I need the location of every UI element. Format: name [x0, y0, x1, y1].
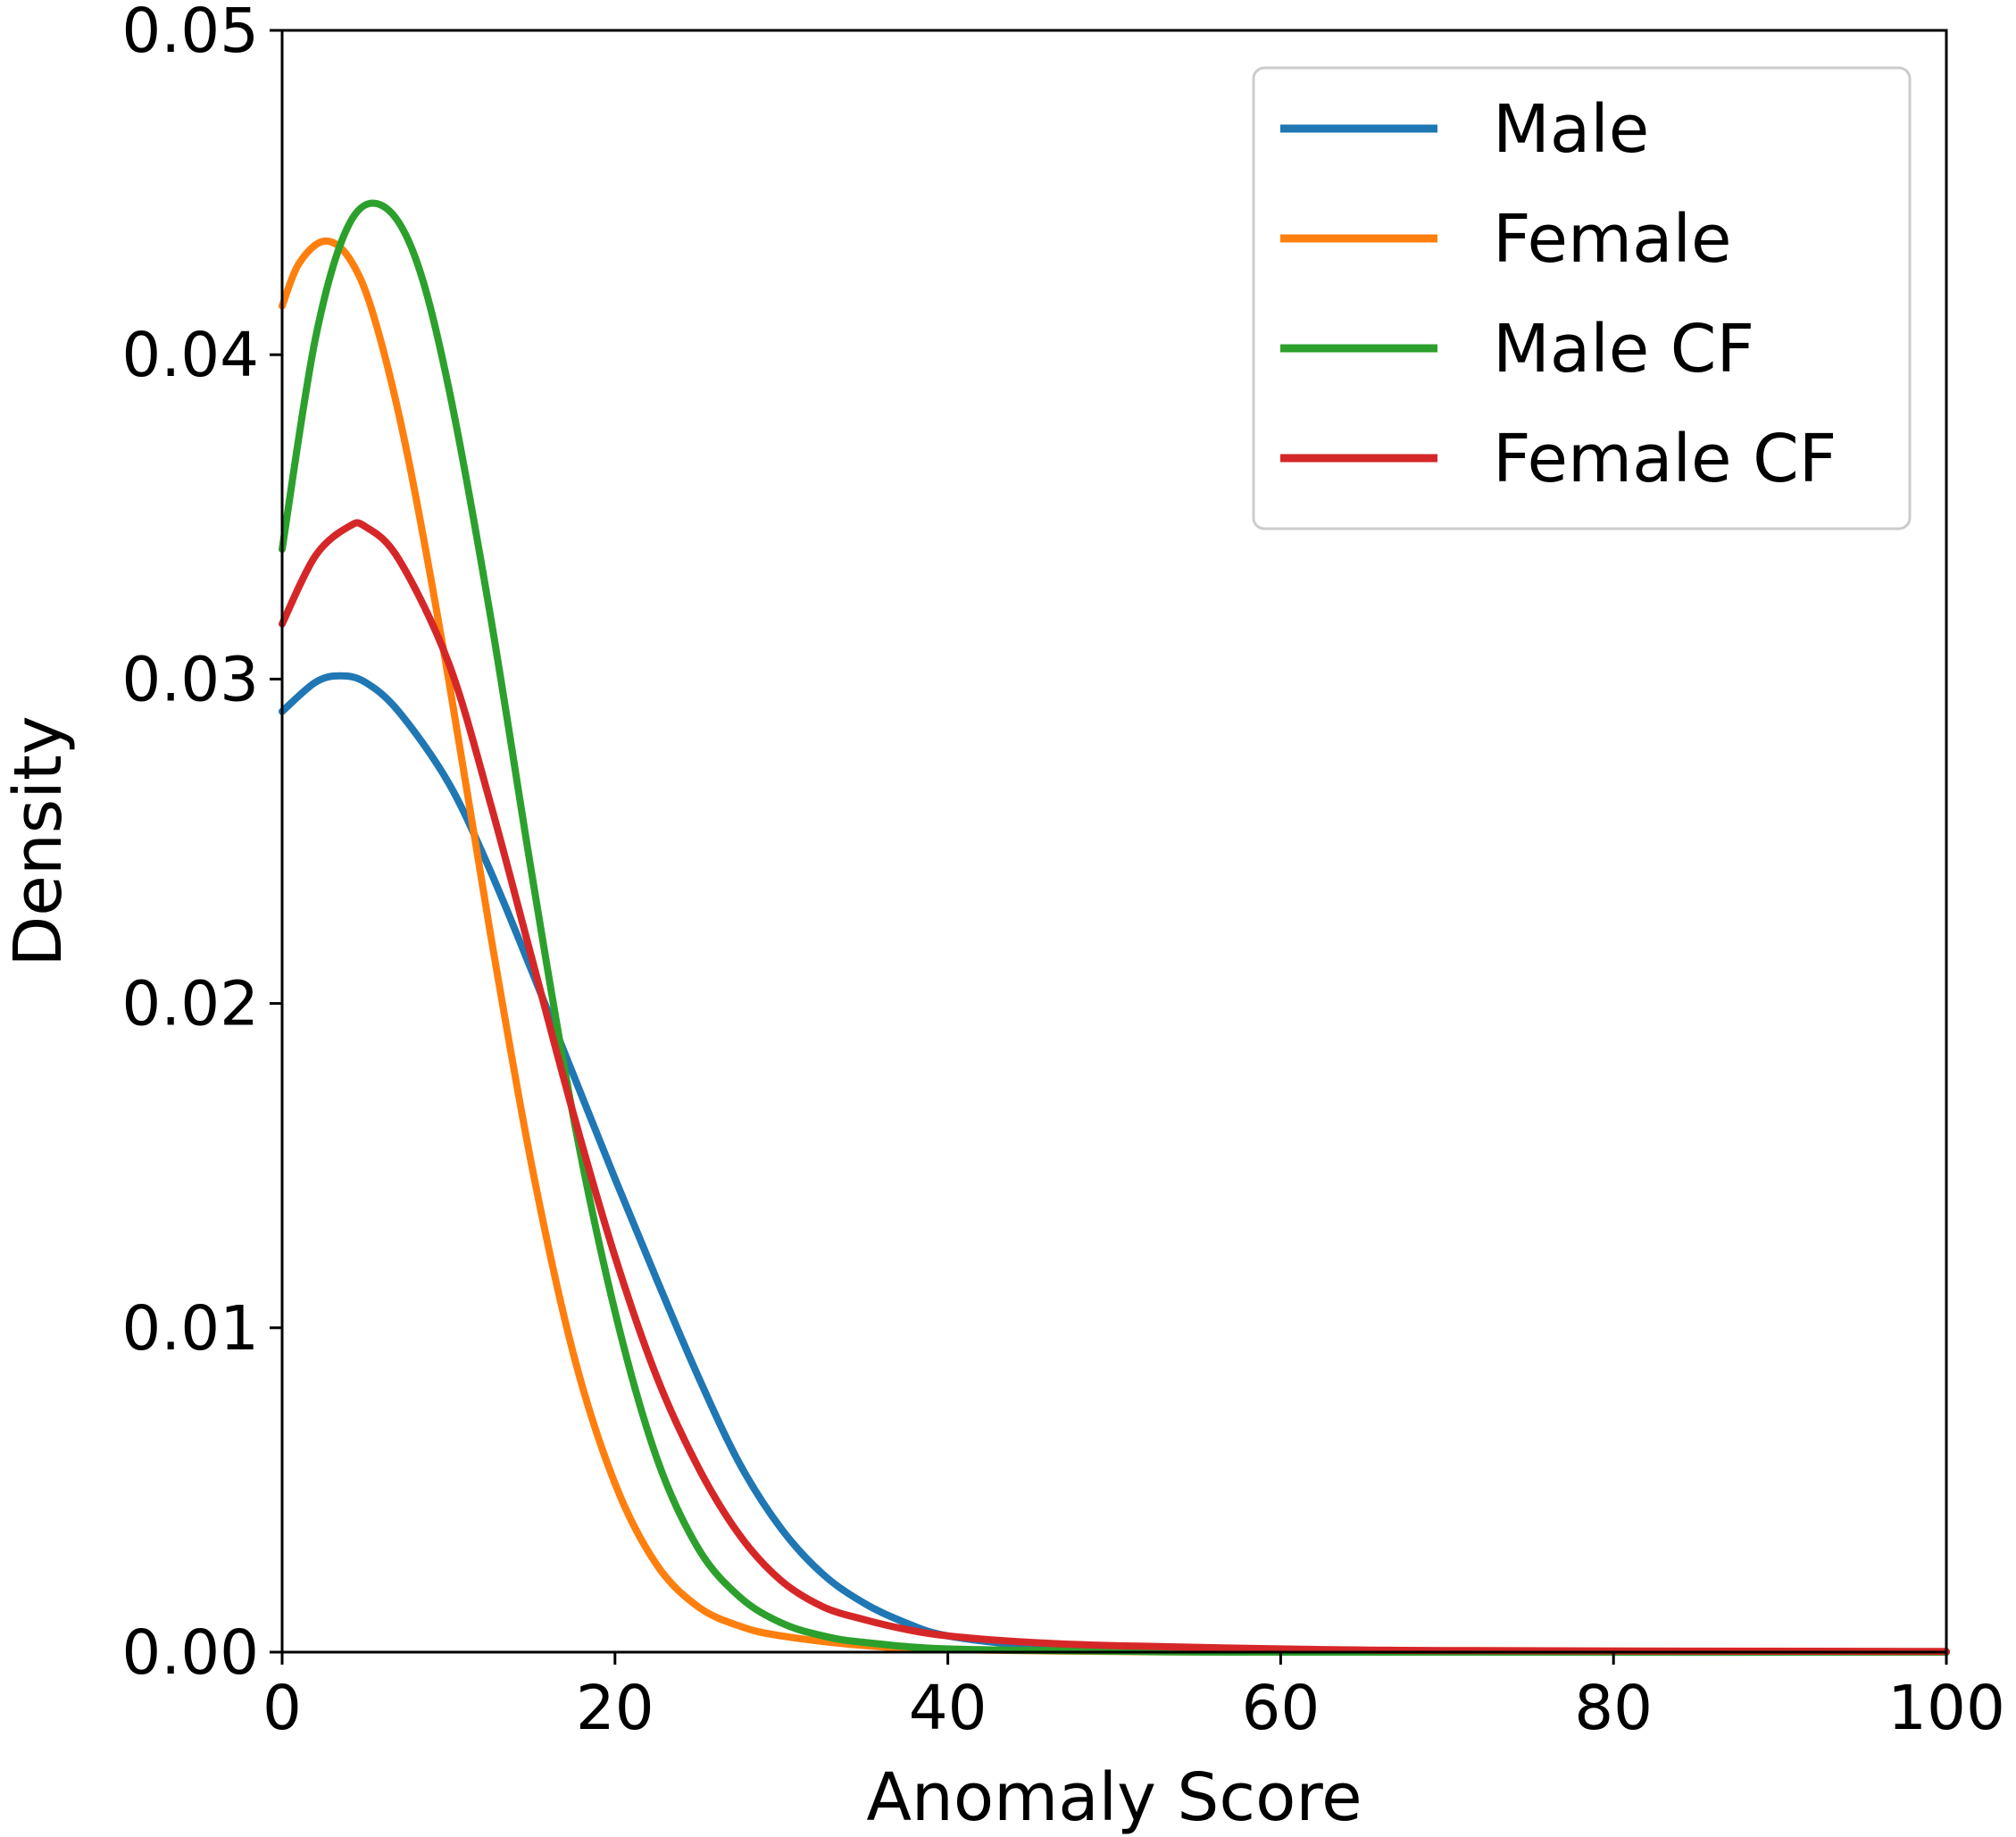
x-tick-label: 40: [909, 1673, 987, 1744]
x-axis-ticks: 0 20 40 60 80 100: [262, 1652, 2005, 1744]
x-tick-label: 100: [1887, 1673, 2005, 1744]
legend-label: Male: [1493, 91, 1649, 168]
y-tick-label: 0.00: [121, 1617, 259, 1689]
legend-label: Female CF: [1493, 421, 1837, 497]
y-tick-label: 0.03: [121, 644, 259, 715]
y-tick-label: 0.02: [121, 969, 259, 1040]
x-tick-label: 60: [1241, 1673, 1320, 1744]
y-tick-label: 0.05: [121, 0, 259, 67]
legend-frame: [1252, 66, 1912, 530]
y-tick-label: 0.01: [121, 1293, 259, 1365]
y-axis-ticks: 0.00 0.01 0.02 0.03 0.04 0.05: [121, 0, 282, 1689]
legend: Male Female Male CF Female CF: [1252, 66, 1912, 530]
series-line-female-cf: [279, 519, 1950, 1656]
legend-label: Female: [1493, 201, 1732, 278]
y-tick-label: 0.04: [121, 320, 259, 391]
plot-frame: [280, 29, 1948, 1654]
x-tick-label: 20: [576, 1673, 654, 1744]
y-axis-title: Density: [0, 715, 77, 966]
x-tick-label: 0: [262, 1673, 302, 1744]
x-axis-title: Anomaly Score: [866, 1759, 1362, 1836]
legend-label: Male CF: [1493, 311, 1754, 388]
x-tick-label: 80: [1574, 1673, 1653, 1744]
